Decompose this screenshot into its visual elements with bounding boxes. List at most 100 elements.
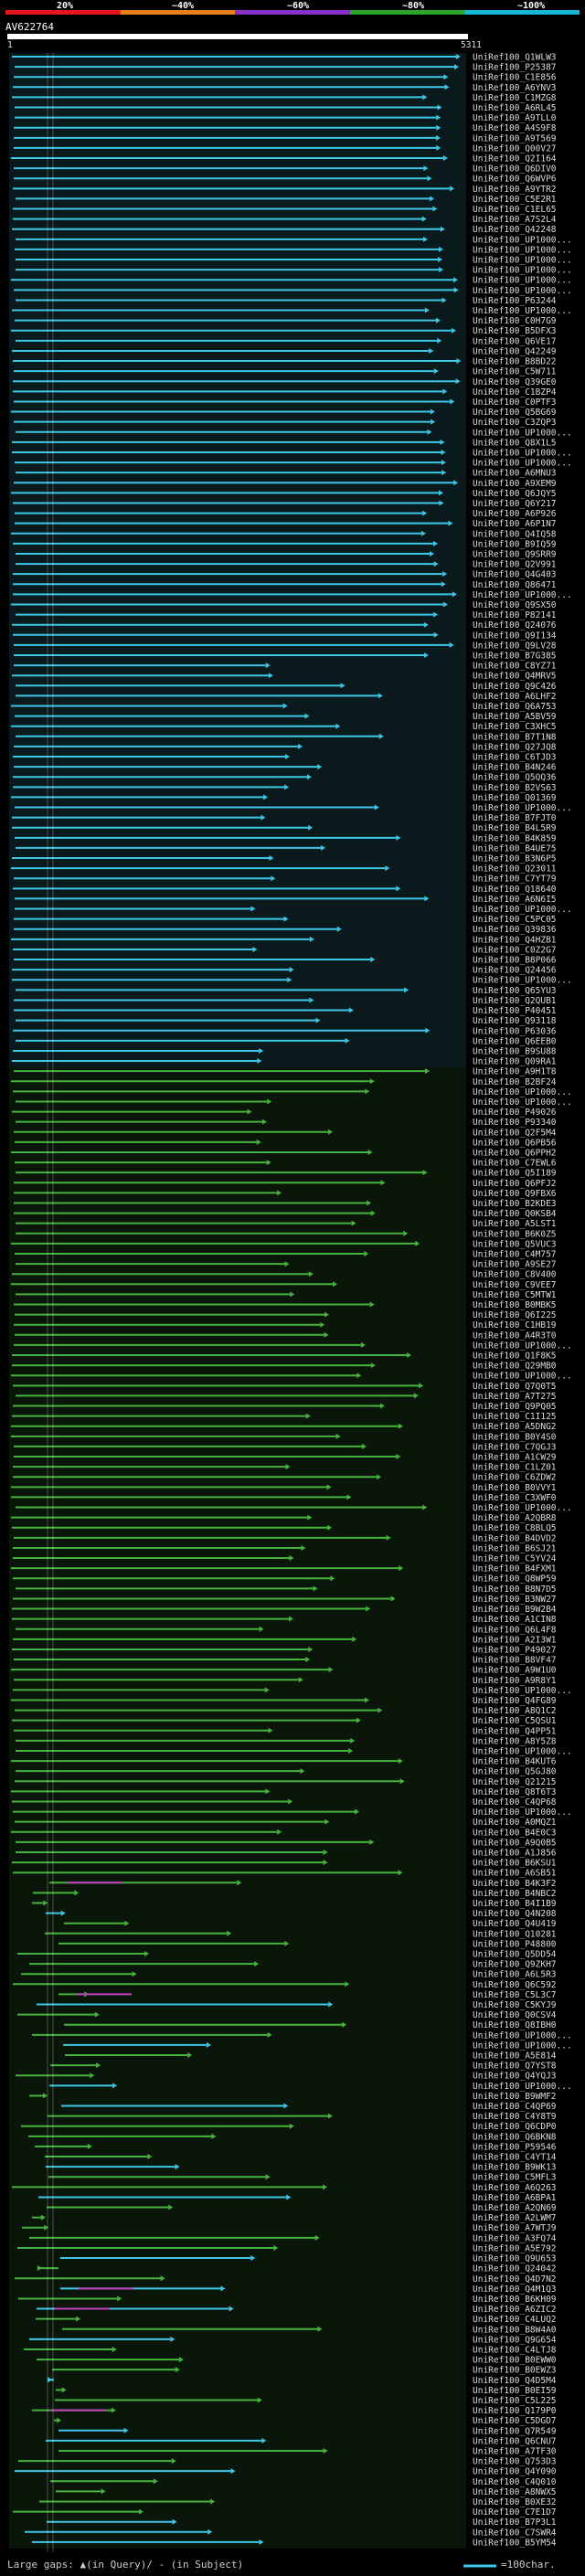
hit-id-link[interactable]: UniRef100_B3N6P5 — [473, 854, 557, 864]
hit-id-link[interactable]: UniRef100_B4K3F2 — [473, 1879, 557, 1889]
hit-id-link[interactable]: UniRef100_Q5QQ36 — [473, 773, 557, 783]
hit-row[interactable]: UniRef100_Q4Y090 — [15, 2467, 557, 2477]
hit-row[interactable]: UniRef100_Q42249 — [12, 346, 557, 356]
hit-row[interactable]: UniRef100_Q24456 — [12, 966, 557, 976]
hit-row[interactable]: UniRef100_Q9C426 — [16, 682, 557, 692]
hit-id-link[interactable]: UniRef100_A4S9F8 — [473, 123, 557, 133]
hit-id-link[interactable]: UniRef100_C8V400 — [473, 1270, 557, 1280]
hit-id-link[interactable]: UniRef100_C4LTJ8 — [473, 2345, 557, 2355]
hit-row[interactable]: UniRef100_C5L3C7 — [58, 1990, 557, 2000]
hit-row[interactable]: UniRef100_B4N246 — [14, 763, 557, 773]
hit-row[interactable]: UniRef100_Q4D7N2 — [15, 2274, 557, 2284]
hit-id-link[interactable]: UniRef100_A6LHF2 — [473, 692, 557, 702]
hit-row[interactable]: UniRef100_Q4FG89 — [11, 1696, 557, 1706]
hit-row[interactable]: UniRef100_A4R3T0 — [15, 1330, 557, 1341]
hit-id-link[interactable]: UniRef100_C5DGD7 — [473, 2416, 557, 2426]
hit-row[interactable]: UniRef100_UP1000... — [16, 428, 572, 438]
hit-row[interactable]: UniRef100_C1LZ01 — [13, 1463, 557, 1473]
hit-row[interactable]: UniRef100_Q4HZB1 — [11, 935, 557, 945]
hit-id-link[interactable]: UniRef100_UP1000... — [473, 286, 572, 296]
hit-id-link[interactable]: UniRef100_C5L225 — [473, 2396, 557, 2406]
hit-row[interactable]: UniRef100_C6TJD3 — [13, 753, 557, 763]
hit-id-link[interactable]: UniRef100_A9R8Y1 — [473, 1676, 557, 1686]
hit-id-link[interactable]: UniRef100_Q01369 — [473, 793, 557, 803]
hit-id-link[interactable]: UniRef100_B6KH09 — [473, 2295, 557, 2305]
hit-row[interactable]: UniRef100_B3NW27 — [13, 1595, 557, 1605]
hit-row[interactable]: UniRef100_A8Y5Z8 — [16, 1736, 557, 1746]
hit-id-link[interactable]: UniRef100_B6K0Z5 — [473, 1229, 557, 1239]
hit-id-link[interactable]: UniRef100_B9W2B4 — [473, 1605, 557, 1615]
hit-id-link[interactable]: UniRef100_P25387 — [473, 63, 557, 73]
hit-id-link[interactable]: UniRef100_A6P926 — [473, 509, 557, 519]
hit-id-link[interactable]: UniRef100_C5PC05 — [473, 915, 557, 925]
hit-row[interactable]: UniRef100_Q6Y217 — [13, 499, 557, 509]
hit-row[interactable]: UniRef100_A6Q263 — [12, 2183, 557, 2193]
hit-id-link[interactable]: UniRef100_C4M757 — [473, 1249, 557, 1259]
hit-id-link[interactable]: UniRef100_Q8WP59 — [473, 1574, 557, 1585]
hit-row[interactable]: UniRef100_C1EL65 — [13, 205, 557, 215]
hit-row[interactable]: UniRef100_A6SB51 — [13, 1869, 557, 1879]
hit-row[interactable]: UniRef100_B9WK13 — [46, 2163, 557, 2173]
hit-id-link[interactable]: UniRef100_UP1000... — [473, 245, 572, 255]
hit-id-link[interactable]: UniRef100_Q9LV28 — [473, 641, 557, 651]
hit-id-link[interactable]: UniRef100_Q6PFJ2 — [473, 1179, 557, 1189]
hit-row[interactable]: UniRef100_B4DVD2 — [14, 1533, 557, 1543]
hit-id-link[interactable]: UniRef100_C1I125 — [473, 1412, 557, 1422]
hit-row[interactable]: UniRef100_UP1000... — [15, 459, 572, 469]
hit-row[interactable]: UniRef100_Q0CSV4 — [17, 2010, 557, 2020]
hit-row[interactable]: UniRef100_A6MNU3 — [16, 469, 557, 479]
hit-row[interactable]: UniRef100_A6YNV3 — [13, 83, 557, 93]
hit-row[interactable]: UniRef100_B0XE32 — [39, 2497, 557, 2507]
hit-row[interactable]: UniRef100_C7EWL6 — [15, 1159, 557, 1169]
hit-row[interactable]: UniRef100_Q9U653 — [60, 2254, 557, 2264]
hit-id-link[interactable]: UniRef100_A6YNV3 — [473, 83, 557, 93]
hit-row[interactable]: UniRef100_B8BD22 — [13, 357, 557, 367]
hit-id-link[interactable]: UniRef100_Q86471 — [473, 580, 557, 590]
hit-row[interactable]: UniRef100_Q1WLW3 — [12, 53, 557, 63]
hit-row[interactable]: UniRef100_UP1000... — [11, 1372, 572, 1382]
hit-id-link[interactable]: UniRef100_UP1000... — [473, 306, 572, 316]
hit-id-link[interactable]: UniRef100_Q39GE0 — [473, 377, 557, 387]
hit-id-link[interactable]: UniRef100_P82141 — [473, 610, 557, 620]
hit-id-link[interactable]: UniRef100_C7YT79 — [473, 875, 557, 885]
hit-id-link[interactable]: UniRef100_B5DFX3 — [473, 326, 557, 336]
hit-row[interactable]: UniRef100_C5YV24 — [13, 1554, 557, 1564]
hit-row[interactable]: UniRef100_Q6JQY5 — [11, 489, 557, 499]
hit-row[interactable]: UniRef100_Q6PB56 — [15, 1138, 557, 1148]
hit-row[interactable]: UniRef100_Q6VE17 — [16, 336, 557, 346]
hit-id-link[interactable]: UniRef100_B7FJT0 — [473, 813, 557, 823]
hit-id-link[interactable]: UniRef100_Q6DIV0 — [473, 164, 557, 175]
hit-row[interactable]: UniRef100_B9SU88 — [13, 1046, 557, 1056]
hit-row[interactable]: UniRef100_Q5VUC3 — [11, 1239, 557, 1249]
hit-id-link[interactable]: UniRef100_A7WTJ9 — [473, 2223, 557, 2233]
hit-row[interactable]: UniRef100_C3ZQP3 — [14, 418, 557, 428]
hit-id-link[interactable]: UniRef100_C5QSU1 — [473, 1716, 557, 1726]
hit-id-link[interactable]: UniRef100_Q6JQY5 — [473, 489, 557, 499]
hit-id-link[interactable]: UniRef100_Q21215 — [473, 1777, 557, 1787]
hit-id-link[interactable]: UniRef100_Q4U419 — [473, 1919, 557, 1929]
hit-id-link[interactable]: UniRef100_C7QGJ3 — [473, 1442, 557, 1452]
hit-id-link[interactable]: UniRef100_B8BD22 — [473, 357, 557, 367]
hit-row[interactable]: UniRef100_Q9LV28 — [14, 641, 557, 651]
hit-row[interactable]: UniRef100_B4L5R9 — [12, 823, 557, 833]
hit-row[interactable]: UniRef100_Q6WVP6 — [14, 175, 557, 185]
hit-row[interactable]: UniRef100_Q23011 — [11, 864, 557, 875]
hit-row[interactable]: UniRef100_A5BV59 — [15, 712, 557, 722]
hit-row[interactable]: UniRef100_UP1000... — [13, 1087, 572, 1097]
hit-id-link[interactable]: UniRef100_Q9U653 — [473, 2254, 557, 2264]
hit-id-link[interactable]: UniRef100_C6ZDW2 — [473, 1473, 557, 1483]
hit-id-link[interactable]: UniRef100_UP1000... — [473, 1087, 572, 1097]
hit-id-link[interactable]: UniRef100_Q9C426 — [473, 682, 557, 692]
hit-row[interactable]: UniRef100_UP1000... — [16, 235, 572, 245]
hit-id-link[interactable]: UniRef100_A6BPA1 — [473, 2193, 557, 2203]
hit-id-link[interactable]: UniRef100_B4UE75 — [473, 843, 557, 853]
hit-id-link[interactable]: UniRef100_Q0CSV4 — [473, 2010, 557, 2020]
hit-row[interactable]: UniRef100_C5L225 — [55, 2396, 557, 2406]
hit-id-link[interactable]: UniRef100_Q5DD54 — [473, 1950, 557, 1960]
hit-id-link[interactable]: UniRef100_Q4HZB1 — [473, 935, 557, 945]
hit-id-link[interactable]: UniRef100_C4Y8T9 — [473, 2112, 557, 2122]
hit-row[interactable]: UniRef100_UP1000... — [16, 1097, 572, 1108]
hit-id-link[interactable]: UniRef100_Q9SX50 — [473, 600, 557, 610]
hit-id-link[interactable]: UniRef100_A8Q1C2 — [473, 1706, 557, 1716]
hit-id-link[interactable]: UniRef100_A7T275 — [473, 1392, 557, 1402]
